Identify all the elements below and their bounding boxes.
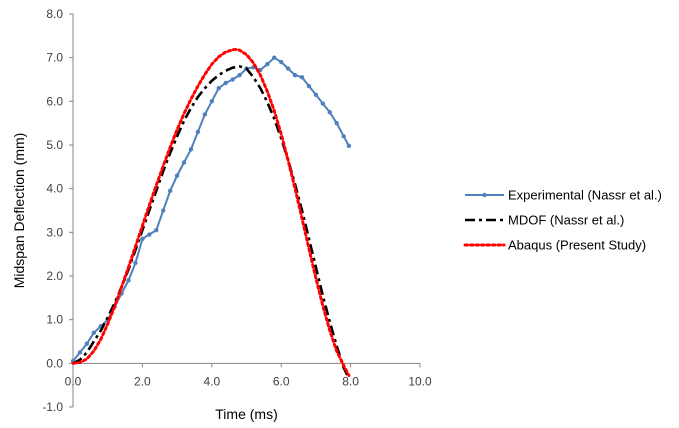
data-point [84,341,90,346]
data-point [237,72,242,78]
series-1 [72,65,351,380]
series-2 [71,47,351,378]
x-tick-label: 4.0 [203,374,220,388]
x-axis-title: Time (ms) [215,406,277,422]
data-point [306,83,312,89]
x-tick-label: 6.0 [273,374,290,388]
data-point [161,208,166,213]
data-point [223,80,228,86]
legend-label: Experimental (Nassr et al.) [508,188,662,203]
x-tick-label: 10.0 [408,374,432,388]
x-tick-label: 8.0 [342,374,359,388]
data-point [147,232,152,237]
series-line [72,65,351,380]
data-point [174,173,180,178]
legend-item: Experimental (Nassr et al.) [465,188,662,203]
data-point [167,188,173,194]
legend-item: MDOF (Nassr et al.) [465,213,624,228]
data-point [320,101,326,106]
data-point [230,77,235,82]
y-tick-label: 1.0 [46,313,63,327]
data-point [265,62,270,67]
data-point [341,134,346,139]
legend-label: MDOF (Nassr et al.) [508,213,624,228]
series-layer [70,47,352,380]
y-tick-label: -1.0 [42,400,63,414]
data-point [346,143,352,149]
data-point [279,59,284,65]
data-point [140,236,145,242]
legend-item: Abaqus (Present Study) [463,238,646,253]
series-0 [70,55,352,364]
y-tick-label: 5.0 [46,138,63,152]
data-point [188,147,194,152]
x-tick-label: 2.0 [134,374,151,388]
series-line [71,47,351,378]
data-point [285,66,291,71]
data-point [77,350,83,355]
y-tick-label: 6.0 [46,94,63,108]
y-tick-label: 4.0 [46,182,63,196]
y-tick-label: 8.0 [46,7,63,21]
data-point [334,120,339,126]
y-tick-label: 2.0 [46,269,63,283]
axes: -1.00.01.02.03.04.05.06.07.08.00.0 2.0 4.0… [11,7,432,422]
y-tick-label: 7.0 [46,51,63,65]
data-point [181,160,187,165]
data-point [126,278,131,283]
data-point [272,55,277,60]
data-point [91,330,97,335]
data-point [292,72,298,78]
data-point [154,227,159,233]
x-tick-label: 0.0 [65,374,82,388]
y-axis-title: Midspan Deflection (mm) [11,133,27,289]
legend: Experimental (Nassr et al.) MDOF (Nassr e… [463,188,662,253]
y-tick-label: 0.0 [46,356,63,370]
legend-marker [482,192,487,198]
data-point [195,129,201,135]
data-point [202,112,208,117]
data-point [313,92,319,97]
data-point [327,110,332,115]
data-point [133,260,138,266]
data-point [209,99,214,104]
legend-label: Abaqus (Present Study) [508,238,646,253]
y-tick-label: 3.0 [46,225,63,239]
data-point [216,86,221,91]
data-point [299,75,305,80]
